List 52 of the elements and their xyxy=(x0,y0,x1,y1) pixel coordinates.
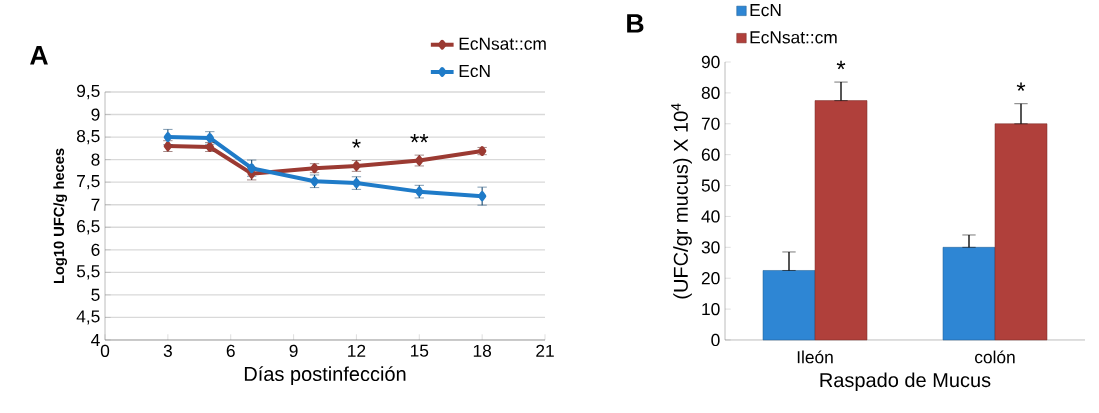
y-tick-label: 50 xyxy=(701,179,720,192)
bar xyxy=(942,247,996,341)
y-axis-title: (UFC/gr mucus) X 10$^{4}$ xyxy=(671,103,692,299)
x-tick-label: 18 xyxy=(473,344,492,357)
x-tick-label: Ileón xyxy=(797,350,833,364)
y-tick-label: 4 xyxy=(91,334,100,346)
y-tick-label: 6 xyxy=(91,243,100,256)
y-tick-label: 0 xyxy=(711,333,720,347)
y-tick-label: 8,5 xyxy=(76,129,100,145)
y-tick-label: 80 xyxy=(701,86,720,100)
annotation: * xyxy=(836,60,846,70)
x-tick-label: 3 xyxy=(163,344,172,357)
chart-title: B xyxy=(627,14,644,33)
x-axis-title: Días postinfección xyxy=(244,366,406,385)
legend-label: EcNsat::cm xyxy=(750,31,837,44)
legend-label: EcN xyxy=(750,4,781,17)
point xyxy=(163,132,173,143)
x-tick-label: 0 xyxy=(100,344,110,357)
point xyxy=(247,163,256,174)
y-tick-label: 90 xyxy=(701,55,720,69)
y-tick-label: 6,5 xyxy=(77,220,100,235)
legend-label: EcN xyxy=(459,65,490,78)
y-tick-label: 30 xyxy=(701,241,720,254)
y-tick-label: 60 xyxy=(701,148,720,161)
bar xyxy=(762,270,816,341)
y-tick-label: 5 xyxy=(91,288,100,301)
bar xyxy=(814,100,868,341)
bar xyxy=(994,123,1048,341)
y-tick-label: 8 xyxy=(91,153,100,166)
y-tick-label: 7,5 xyxy=(77,175,100,190)
y-tick-label: 4,5 xyxy=(76,310,100,325)
y-tick-label: 9,5 xyxy=(77,84,100,100)
x-tick-label: 6 xyxy=(226,344,235,357)
x-axis-title: Raspado de Mucus xyxy=(820,372,991,392)
chart-title: A xyxy=(30,46,48,65)
x-tick-label: colón xyxy=(975,350,1015,364)
y-tick-label: 70 xyxy=(701,117,720,130)
y-tick-label: 40 xyxy=(701,210,720,223)
y-tick-label: 5,5 xyxy=(76,265,100,280)
x-tick-label: 12 xyxy=(348,344,366,357)
x-tick-label: 9 xyxy=(289,344,298,357)
x-tick-label: 15 xyxy=(410,344,429,357)
x-tick-label: 21 xyxy=(536,344,554,357)
y-tick-label: 20 xyxy=(701,272,720,285)
annotation: * xyxy=(1016,82,1026,91)
y-tick-label: 7 xyxy=(91,198,100,211)
legend-label: EcNsat::cm xyxy=(459,37,546,50)
annotation: * xyxy=(352,139,361,148)
y-tick-label: 10 xyxy=(702,302,720,316)
y-tick-label: 9 xyxy=(91,108,100,121)
y-axis-title: Log10 UFC/g heces xyxy=(53,148,68,284)
annotation: ** xyxy=(410,133,429,143)
